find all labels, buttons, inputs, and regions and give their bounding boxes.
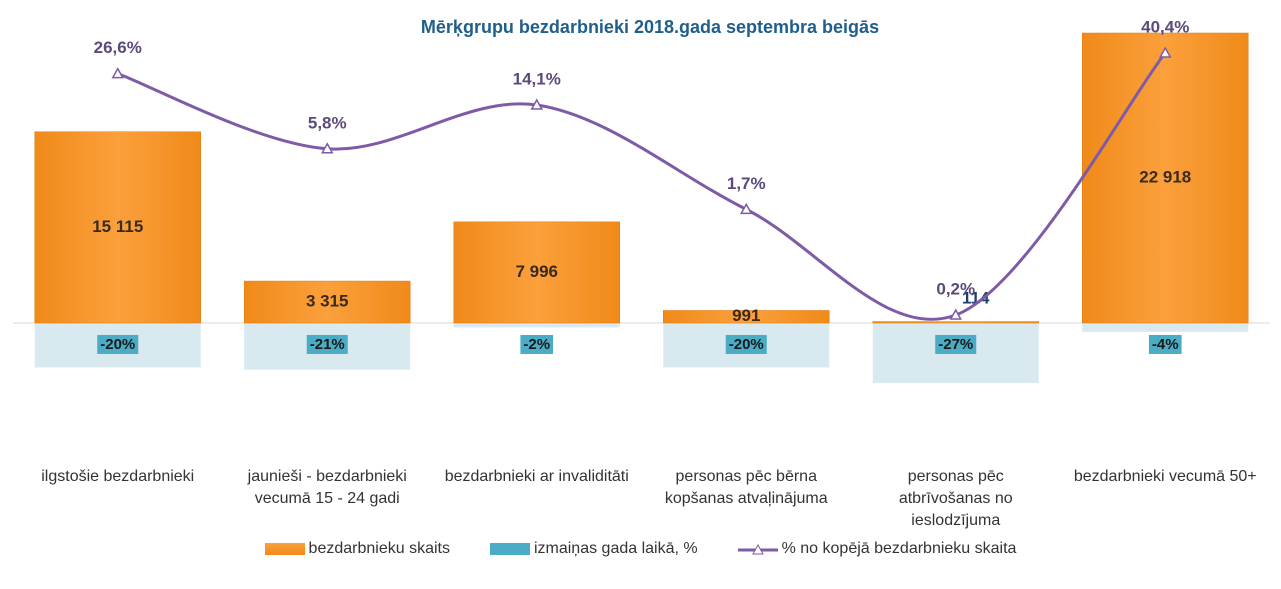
count-label: 15 115 — [92, 217, 143, 236]
change-label-box — [1148, 334, 1182, 354]
change-label: -21% — [310, 336, 345, 353]
legend-label: izmaiņas gada laikā, % — [533, 540, 698, 557]
count-label: 22 918 — [1139, 167, 1191, 186]
share-label: 0,2% — [936, 279, 975, 298]
change-label: -4% — [1152, 336, 1179, 353]
category-label: personas pēc bērna kopšanas atvaļinājuma — [664, 468, 828, 507]
legend-swatch — [264, 543, 305, 555]
change-bar — [453, 323, 620, 328]
legend-item: % no kopējā bezdarbnieku skaita — [737, 540, 1017, 558]
share-marker — [1158, 46, 1172, 58]
change-label: -20% — [729, 336, 764, 353]
change-bar — [1082, 323, 1249, 332]
count-bar — [453, 221, 620, 324]
share-label: 14,1% — [513, 69, 561, 88]
count-bar — [34, 131, 201, 324]
legend: bezdarbnieku skaits izmaiņas gada laikā, … — [0, 540, 1281, 558]
count-label: 991 — [732, 306, 760, 325]
change-label: -20% — [100, 336, 135, 353]
share-marker — [111, 67, 125, 79]
share-label: 1,7% — [727, 174, 766, 193]
change-label-box — [97, 334, 139, 354]
category-label: bezdarbnieki vecumā 50+ — [1073, 468, 1257, 485]
category-label: ilgstošie bezdarbnieki — [41, 468, 195, 485]
count-label: 7 996 — [515, 262, 558, 281]
share-marker — [530, 98, 544, 110]
change-label-box — [935, 334, 977, 354]
legend-swatch — [737, 543, 778, 555]
legend-item: bezdarbnieku skaits — [264, 540, 450, 558]
share-label: 26,6% — [94, 38, 142, 57]
count-bar — [1082, 32, 1249, 324]
legend-label: % no kopējā bezdarbnieku skaita — [781, 540, 1017, 557]
count-bar — [872, 321, 1039, 324]
count-bar — [244, 280, 411, 324]
share-marker — [739, 202, 753, 215]
change-label: -27% — [938, 336, 973, 353]
change-label: -2% — [523, 336, 550, 353]
legend-label: bezdarbnieku skaits — [308, 540, 450, 557]
change-label-box — [520, 334, 554, 354]
share-label: 40,4% — [1141, 17, 1189, 36]
change-label-box — [306, 334, 348, 354]
count-label: 3 315 — [306, 292, 349, 311]
category-label: personas pēc atbrīvošanas no ieslodzījum… — [898, 468, 1013, 529]
category-label: jaunieši - bezdarbnieki vecumā 15 - 24 g… — [247, 468, 407, 507]
share-marker — [320, 142, 334, 154]
count-label: 114 — [962, 288, 990, 307]
legend-swatch — [489, 543, 530, 555]
share-marker — [949, 308, 963, 320]
chart-title: Mērķgrupu bezdarbnieki 2018.gada septemb… — [421, 17, 879, 37]
share-line — [117, 52, 1167, 321]
count-bar — [663, 310, 830, 324]
share-label: 5,8% — [308, 113, 347, 132]
legend-item: izmaiņas gada laikā, % — [489, 540, 698, 558]
category-label: bezdarbnieki ar invaliditāti — [444, 468, 629, 485]
change-label-box — [725, 334, 767, 354]
